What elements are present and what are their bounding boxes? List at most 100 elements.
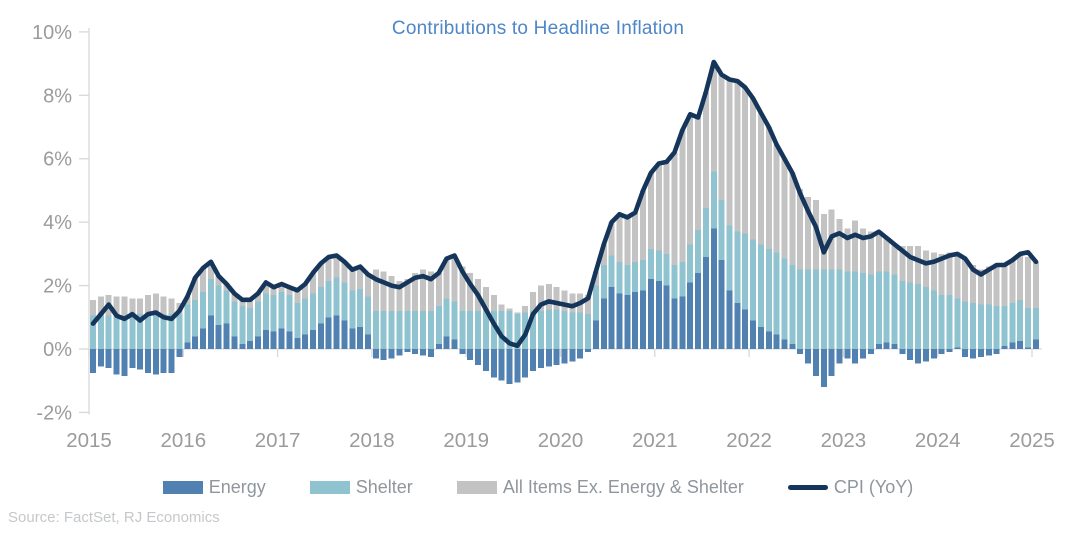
bar-segment-shelter xyxy=(922,287,929,349)
bar-segment-shelter xyxy=(349,290,356,329)
bar-segment-shelter xyxy=(184,304,191,343)
bar-segment-energy xyxy=(750,320,757,349)
bar-segment-energy xyxy=(223,323,230,349)
bar-segment-energy xyxy=(671,298,678,349)
bar-segment-all-items-ex xyxy=(231,293,238,302)
bar-segment-shelter xyxy=(451,301,458,340)
bar-segment-energy xyxy=(702,257,709,349)
bar-segment-shelter xyxy=(247,307,254,342)
bar-segment-shelter xyxy=(1032,307,1039,340)
legend-label-shelter: Shelter xyxy=(355,477,413,497)
x-axis-label: 2023 xyxy=(821,429,867,452)
bar-segment-energy xyxy=(836,349,843,364)
bar-segment-energy xyxy=(404,349,411,353)
bar-segment-shelter xyxy=(915,283,922,349)
bar-segment-all-items-ex xyxy=(750,98,757,240)
bar-segment-energy xyxy=(372,349,379,359)
bar-segment-all-items-ex xyxy=(537,285,544,311)
bar-segment-energy xyxy=(860,349,867,359)
bar-segment-shelter xyxy=(427,310,434,349)
bar-segment-energy xyxy=(726,290,733,349)
bar-segment-energy xyxy=(734,303,741,349)
y-axis-label: 0% xyxy=(43,339,72,361)
bar-segment-shelter xyxy=(404,310,411,349)
bar-segment-energy xyxy=(310,329,317,349)
bar-segment-all-items-ex xyxy=(522,306,529,313)
bar-segment-all-items-ex xyxy=(726,79,733,226)
legend-item-energy: Energy xyxy=(162,477,266,498)
cpi-line-layer xyxy=(90,59,1039,349)
bar-segment-all-items-ex xyxy=(262,282,269,294)
bar-segment-shelter xyxy=(726,225,733,291)
bar-segment-all-items-ex xyxy=(310,272,317,294)
bar-segment-shelter xyxy=(844,271,851,349)
bar-segment-energy xyxy=(349,328,356,349)
bar-segment-all-items-ex xyxy=(624,217,631,265)
bar-segment-energy xyxy=(239,344,246,349)
bar-segment-all-items-ex xyxy=(812,199,819,270)
bar-segment-shelter xyxy=(152,314,159,349)
bar-segment-all-items-ex xyxy=(207,261,214,280)
bar-segment-shelter xyxy=(1009,303,1016,343)
bar-segment-shelter xyxy=(239,306,246,345)
bar-segment-energy xyxy=(655,280,662,349)
bar-segment-energy xyxy=(302,334,309,349)
bar-segment-all-items-ex xyxy=(647,173,654,250)
legend-item-cpi: CPI (YoY) xyxy=(787,477,913,498)
bar-segment-energy xyxy=(530,349,537,372)
bar-segment-energy xyxy=(145,349,152,373)
bar-segment-shelter xyxy=(930,290,937,349)
bar-segment-energy xyxy=(616,293,623,349)
bar-segment-energy xyxy=(129,349,136,369)
bar-segment-all-items-ex xyxy=(333,255,340,278)
bar-segment-shelter xyxy=(789,264,796,345)
bar-segment-energy xyxy=(537,349,544,369)
bar-segment-shelter xyxy=(262,293,269,330)
bar-segment-shelter xyxy=(200,291,207,329)
bar-segment-all-items-ex xyxy=(160,296,167,315)
bar-segment-energy xyxy=(168,349,175,373)
bar-segment-all-items-ex xyxy=(530,291,537,311)
bar-segment-all-items-ex xyxy=(341,261,348,283)
bar-segment-all-items-ex xyxy=(962,258,969,302)
bar-segment-energy xyxy=(90,349,96,373)
bar-segment-shelter xyxy=(812,269,819,349)
bar-segment-shelter xyxy=(938,295,945,349)
bar-segment-energy xyxy=(262,329,269,349)
bar-segment-all-items-ex xyxy=(113,296,120,316)
bar-segment-all-items-ex xyxy=(1025,257,1032,308)
bar-segment-all-items-ex xyxy=(742,87,749,234)
bar-segment-shelter xyxy=(781,258,788,340)
bar-segment-energy xyxy=(569,349,576,362)
bar-segment-all-items-ex xyxy=(569,293,576,313)
bar-segment-shelter xyxy=(490,310,497,349)
bar-segment-energy xyxy=(160,349,167,373)
bar-segment-energy xyxy=(247,341,254,349)
y-axis-label: -2% xyxy=(36,402,72,424)
bar-segment-energy xyxy=(820,349,827,388)
bar-segment-energy xyxy=(797,349,804,354)
bar-segment-all-items-ex xyxy=(797,188,804,270)
bar-segment-all-items-ex xyxy=(671,152,678,265)
bar-segment-energy xyxy=(325,317,332,349)
chart-legend: Energy Shelter All Items Ex. Energy & Sh… xyxy=(0,477,1076,498)
bar-segment-all-items-ex xyxy=(781,158,788,259)
bar-segment-all-items-ex xyxy=(561,290,568,311)
bar-segment-shelter xyxy=(475,310,482,349)
x-axis-label: 2015 xyxy=(66,429,112,452)
bar-segment-shelter xyxy=(467,310,474,349)
bar-segment-shelter xyxy=(585,314,592,349)
bar-segment-all-items-ex xyxy=(844,228,851,272)
bar-segment-shelter xyxy=(820,269,827,349)
bar-segment-energy xyxy=(577,349,584,359)
bar-segment-energy xyxy=(459,349,466,354)
bar-segment-energy xyxy=(930,349,937,359)
bar-segment-all-items-ex xyxy=(608,222,615,256)
bar-segment-shelter xyxy=(671,264,678,299)
bar-segment-shelter xyxy=(624,264,631,296)
bar-segment-shelter xyxy=(569,312,576,349)
bar-segment-shelter xyxy=(710,171,717,229)
bar-segment-shelter xyxy=(129,315,136,349)
bar-segment-all-items-ex xyxy=(404,279,411,311)
